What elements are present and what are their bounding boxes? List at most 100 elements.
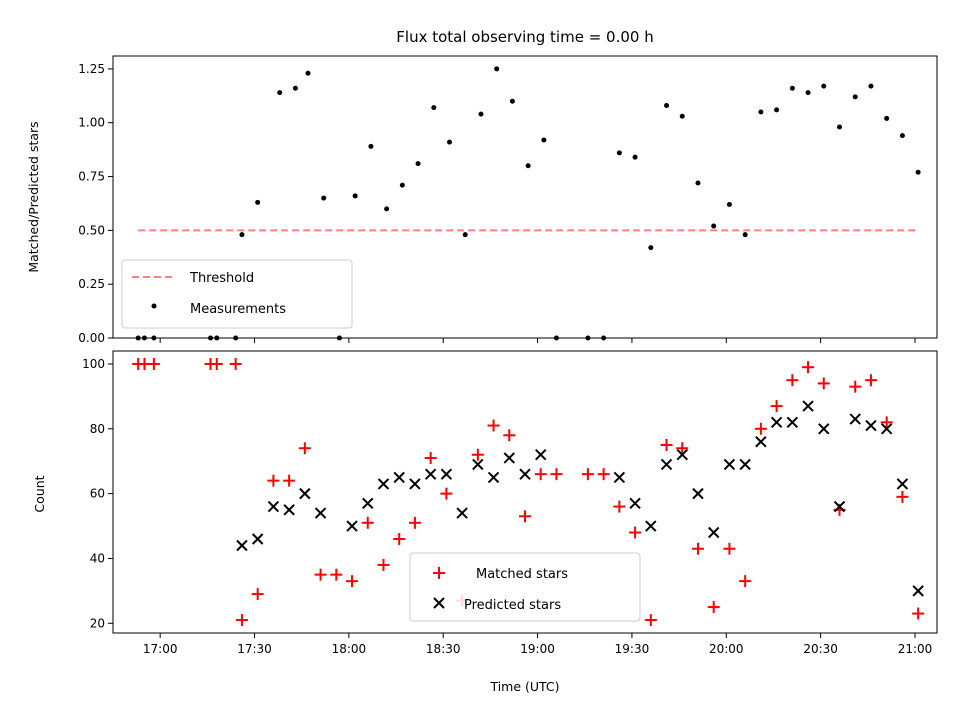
x-axis-label: Time (UTC) (489, 679, 559, 694)
bottom-y-tick-label: 80 (90, 422, 105, 436)
matched-stars-point (314, 568, 327, 581)
matched-stars-point (471, 448, 484, 461)
matched-stars-point (210, 357, 223, 370)
measurement-point (447, 139, 453, 145)
threshold-legend-label: Threshold (189, 271, 254, 286)
predicted-stars-point (487, 471, 500, 484)
top-legend-box (121, 259, 353, 329)
predicted-stars-point (472, 458, 484, 471)
measurement-point (915, 169, 921, 175)
predicted-stars-point (802, 400, 814, 412)
predicted-x-b (723, 458, 736, 471)
predicted-x-b (865, 419, 877, 432)
measurement-point (478, 111, 484, 117)
ratio-panel: Flux total observing time = 0.00 h Match… (26, 28, 938, 345)
matched-stars-point (629, 526, 642, 539)
chart-title: Flux total observing time = 0.00 h (396, 28, 653, 46)
predicted-stars-point (645, 520, 657, 532)
predicted-x-b (707, 526, 720, 539)
matched-stars-point (235, 614, 248, 627)
predicted-x-b (393, 471, 405, 484)
matched-stars-point (487, 419, 500, 432)
bottom-axes-frame (112, 350, 938, 634)
measurement-point (415, 161, 421, 167)
measurement-point (431, 105, 437, 111)
measurement-point (648, 245, 654, 251)
measurement-point (774, 107, 780, 113)
top-y-tick-label: 1.25 (78, 62, 105, 76)
predicted-x-b (770, 416, 783, 429)
matched-stars-point (786, 374, 799, 387)
measurement-point (494, 66, 500, 72)
matched-stars-point (802, 361, 815, 374)
bottom-y-axis-label: Count (32, 475, 47, 512)
matched-stars-point (739, 575, 752, 588)
bottom-y-tick-label: 20 (90, 616, 105, 630)
predicted-stars-point (236, 539, 248, 552)
matched-stars-point (377, 558, 390, 571)
matched-stars-point (534, 468, 547, 481)
predicted-x-b (802, 400, 814, 412)
predicted-stars-point (613, 471, 626, 484)
predicted-stars-point (676, 449, 688, 461)
matched-stars-point (754, 422, 767, 435)
matched-stars-point (283, 474, 296, 487)
predicted-stars-point (267, 500, 280, 513)
predicted-x-b (503, 452, 515, 464)
measurement-point (352, 193, 358, 199)
measurement-point (255, 199, 261, 205)
predicted-stars-point (912, 585, 924, 597)
matched-stars-point (440, 487, 453, 500)
top-y-ticks: 0.00 0.25 0.50 0.75 1.00 1.25 (78, 62, 113, 345)
matched-stars-point (550, 468, 563, 481)
matched-stars-legend-label: Matched stars (476, 567, 568, 582)
top-legend: Threshold Measurements (121, 259, 353, 329)
predicted-x-b (346, 520, 358, 532)
measurement-point (868, 83, 874, 89)
predicted-stars-point (739, 458, 751, 471)
bottom-x-tick-label: 19:00 (520, 642, 555, 656)
predicted-x-b (660, 458, 673, 471)
top-y-axis-label: Matched/Predicted stars (26, 121, 41, 272)
bottom-x-tick-label: 19:30 (615, 642, 650, 656)
matched-stars-point (298, 442, 311, 455)
predicted-stars-point (456, 507, 468, 519)
predicted-stars-point (377, 478, 390, 490)
measurement-point (664, 103, 670, 109)
predicted-stars-point (692, 487, 704, 500)
bottom-x-tick-label: 20:00 (709, 642, 744, 656)
predicted-x-b (472, 458, 484, 471)
top-y-tick-label: 1.00 (78, 116, 105, 130)
predicted-stars-point (393, 471, 405, 484)
matched-stars-point (503, 429, 516, 442)
predicted-stars-point (409, 478, 421, 490)
bottom-y-ticks: 20 40 60 80 100 (82, 357, 113, 630)
predicted-x-b (456, 507, 468, 519)
measurement-point (837, 124, 843, 130)
predicted-stars-point (833, 500, 846, 513)
measurement-point (368, 143, 374, 149)
measurement-point (509, 98, 515, 104)
top-x-ticks (159, 338, 916, 343)
matched-stars-legend-marker (433, 567, 445, 579)
predicted-x-b (519, 468, 531, 480)
bottom-legend-box (409, 552, 641, 622)
matched-stars-point (880, 416, 893, 429)
measurement-point (384, 206, 390, 212)
measurement-point (462, 232, 468, 238)
top-y-tick-label: 0.50 (78, 223, 105, 237)
bottom-legend: Matched stars Predicted stars (409, 552, 641, 622)
measurement-point (852, 94, 858, 100)
predicted-stars-legend-marker (433, 597, 445, 609)
matched-stars-point (817, 377, 830, 390)
measurement-point (616, 150, 622, 156)
matched-stars-point (644, 614, 657, 627)
matched-stars-point (723, 542, 736, 555)
predicted-stars-point (755, 436, 767, 448)
predicted-x-b (818, 423, 830, 435)
predicted-x-b (487, 471, 500, 484)
measurement-point (632, 154, 638, 160)
predicted-stars-point (362, 497, 374, 510)
matched-stars-point (849, 380, 862, 393)
